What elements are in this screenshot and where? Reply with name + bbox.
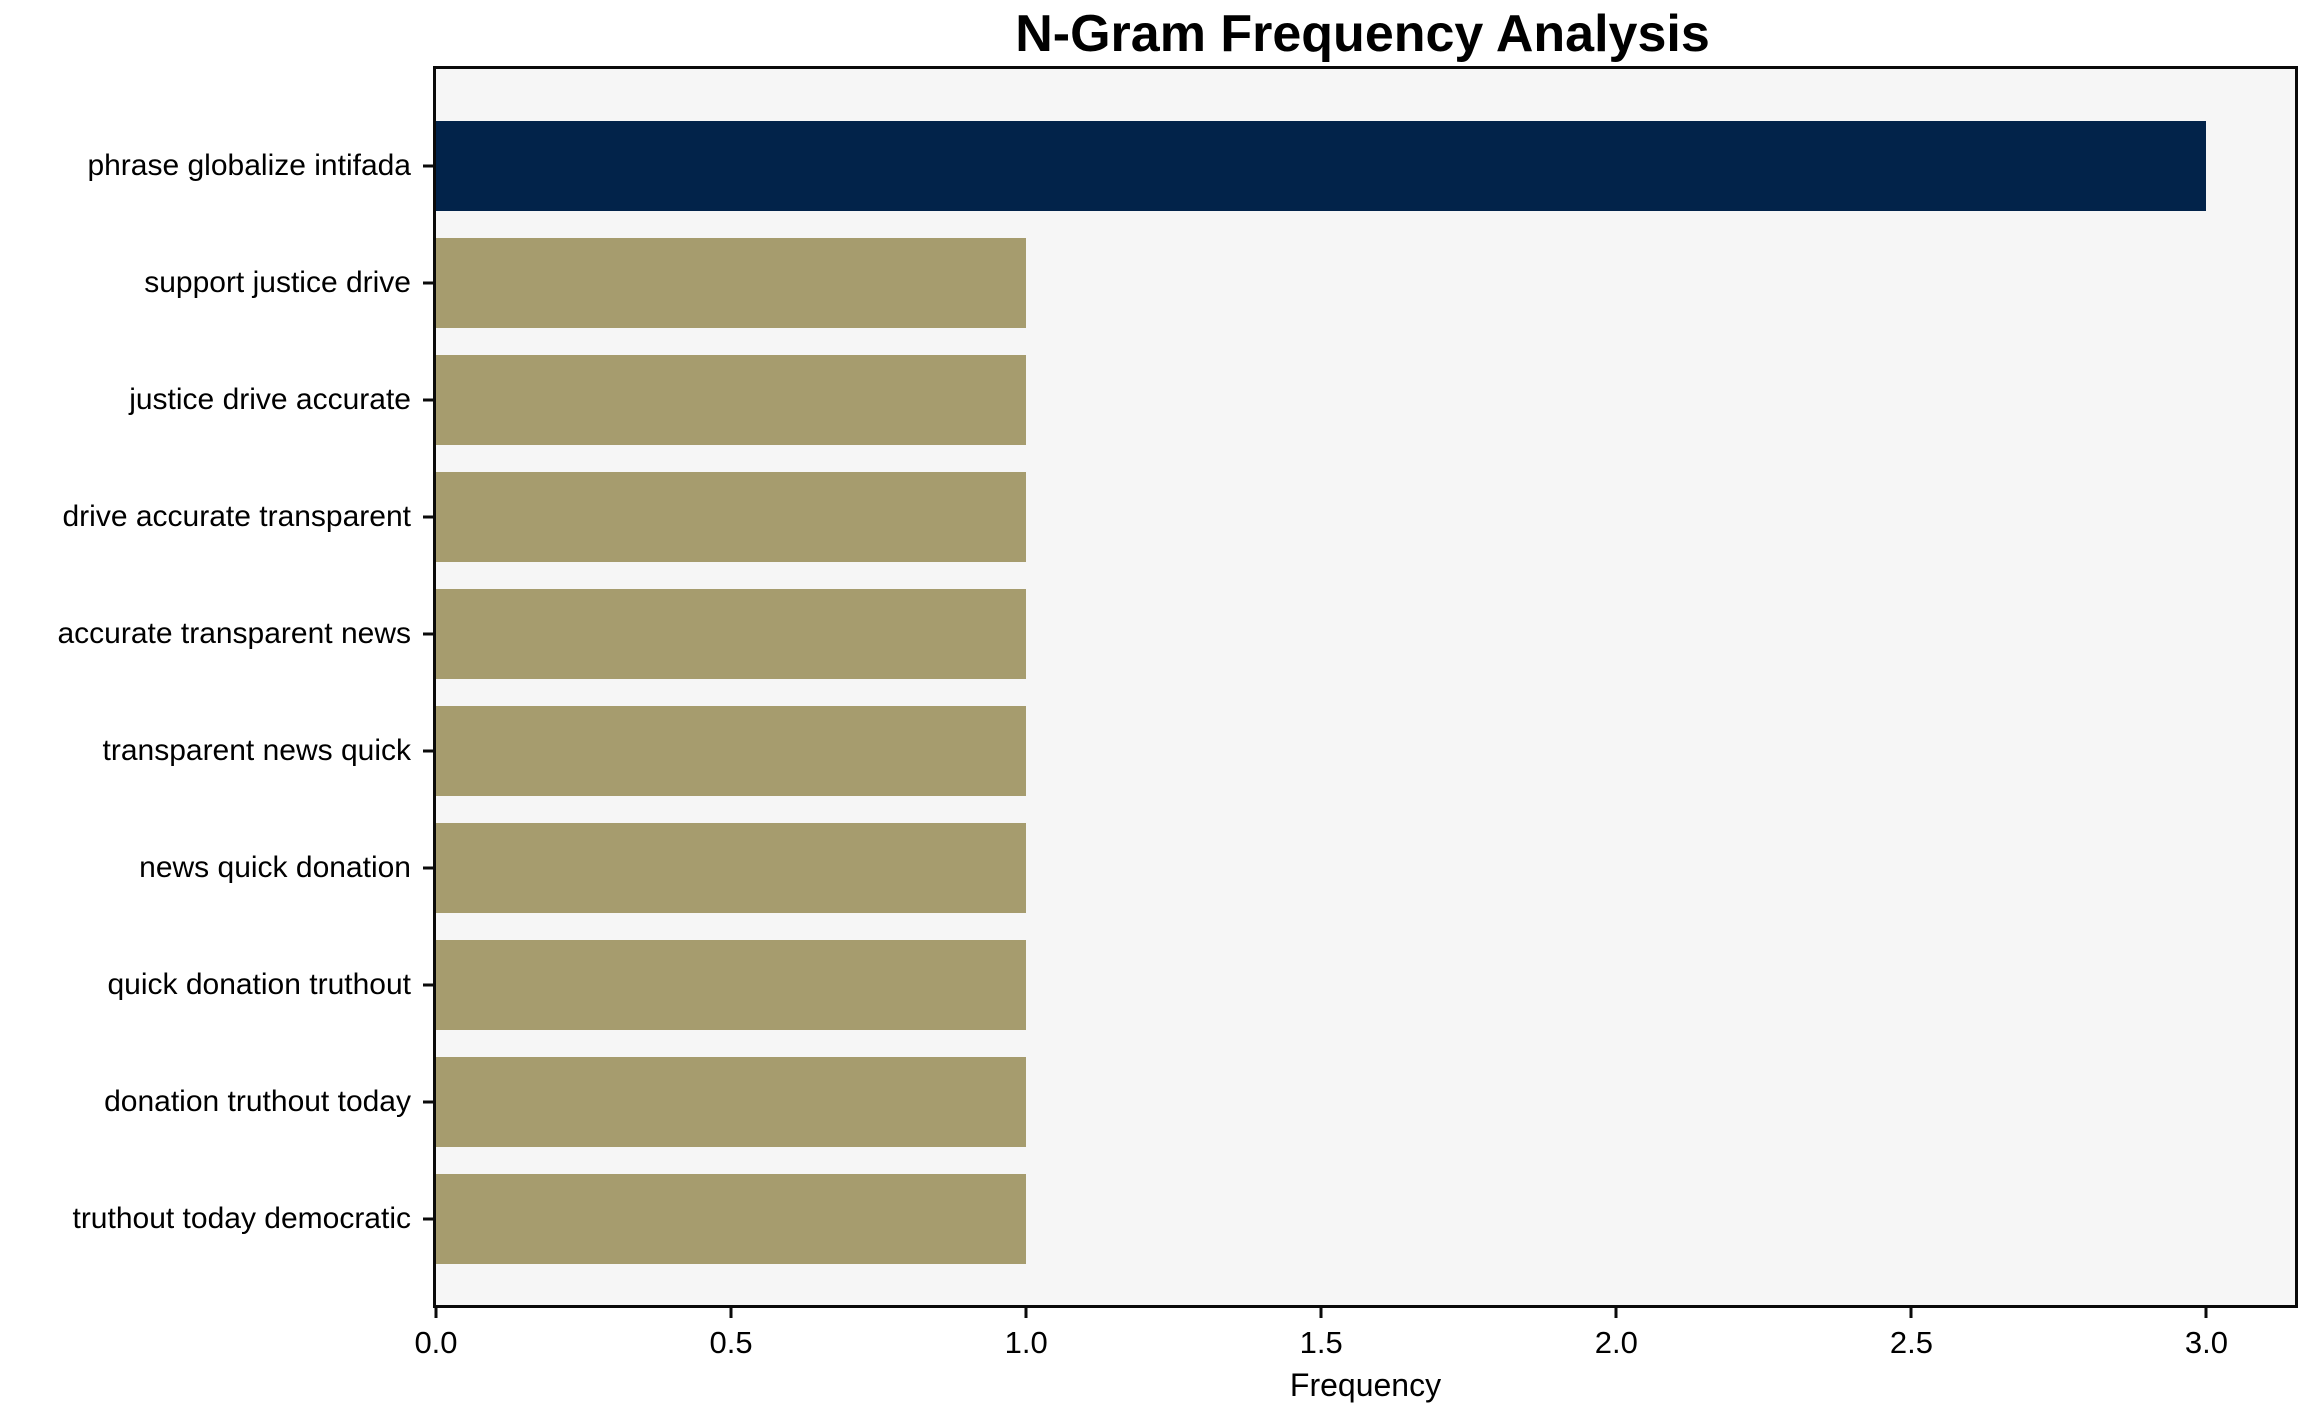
bar-row: donation truthout today <box>104 1057 2295 1147</box>
y-tick-mark <box>423 164 433 168</box>
y-tick-mark <box>423 398 433 402</box>
y-tick-mark <box>423 983 433 987</box>
bar <box>436 238 1027 328</box>
bar <box>436 706 1027 796</box>
x-tick-label: 2.5 <box>1889 1325 1933 1360</box>
bar-row: truthout today democratic <box>72 1174 2295 1264</box>
y-tick-label: truthout today democratic <box>72 1202 411 1235</box>
bar <box>436 472 1027 562</box>
y-tick-label: justice drive accurate <box>129 383 411 416</box>
y-tick-label: support justice drive <box>144 266 411 299</box>
y-tick-mark <box>423 1100 433 1104</box>
y-tick-label: donation truthout today <box>104 1085 411 1118</box>
x-tick-mark <box>1909 1305 1913 1318</box>
bar-row: quick donation truthout <box>107 940 2295 1030</box>
x-tick-mark <box>434 1305 438 1318</box>
x-tick-label: 1.5 <box>1299 1325 1343 1360</box>
y-tick-mark <box>423 1217 433 1221</box>
bar-row: news quick donation <box>139 823 2295 913</box>
x-tick-label: 2.0 <box>1594 1325 1638 1360</box>
bar-row: accurate transparent news <box>57 589 2295 679</box>
y-tick-mark <box>423 281 433 285</box>
x-tick-mark <box>1024 1305 1028 1318</box>
y-tick-mark <box>423 866 433 870</box>
bar <box>436 1174 1027 1264</box>
bar-row: transparent news quick <box>103 706 2295 796</box>
bar <box>436 1057 1027 1147</box>
y-tick-mark <box>423 515 433 519</box>
x-axis-label: Frequency <box>1289 1367 1442 1403</box>
x-tick-mark <box>1614 1305 1618 1318</box>
bar-row: drive accurate transparent <box>62 472 2295 562</box>
bar <box>436 823 1027 913</box>
bar <box>436 940 1027 1030</box>
bar <box>436 121 2207 211</box>
chart-title: N-Gram Frequency Analysis <box>1015 5 1710 63</box>
y-tick-label: quick donation truthout <box>107 968 411 1001</box>
y-tick-label: accurate transparent news <box>57 617 411 650</box>
y-tick-mark <box>423 632 433 636</box>
bar-row: justice drive accurate <box>129 355 2295 445</box>
y-tick-label: drive accurate transparent <box>62 500 411 533</box>
x-tick-mark <box>1319 1305 1323 1318</box>
bars-layer: phrase globalize intifada support justice… <box>57 69 2295 1305</box>
x-tick-mark <box>729 1305 733 1318</box>
y-tick-label: phrase globalize intifada <box>87 149 411 182</box>
x-tick-mark <box>2204 1305 2208 1318</box>
bar-row: support justice drive <box>144 238 2295 328</box>
y-tick-mark <box>423 749 433 753</box>
x-tick-label: 0.0 <box>414 1325 458 1360</box>
x-tick-label: 1.0 <box>1004 1325 1048 1360</box>
bar <box>436 589 1027 679</box>
bar <box>436 355 1027 445</box>
y-tick-label: news quick donation <box>139 851 411 884</box>
y-tick-label: transparent news quick <box>102 734 412 767</box>
bar-row: phrase globalize intifada <box>87 121 2295 211</box>
x-tick-label: 0.5 <box>709 1325 753 1360</box>
x-tick-label: 3.0 <box>2184 1325 2229 1360</box>
plot-area: phrase globalize intifada support justice… <box>57 66 2298 1403</box>
